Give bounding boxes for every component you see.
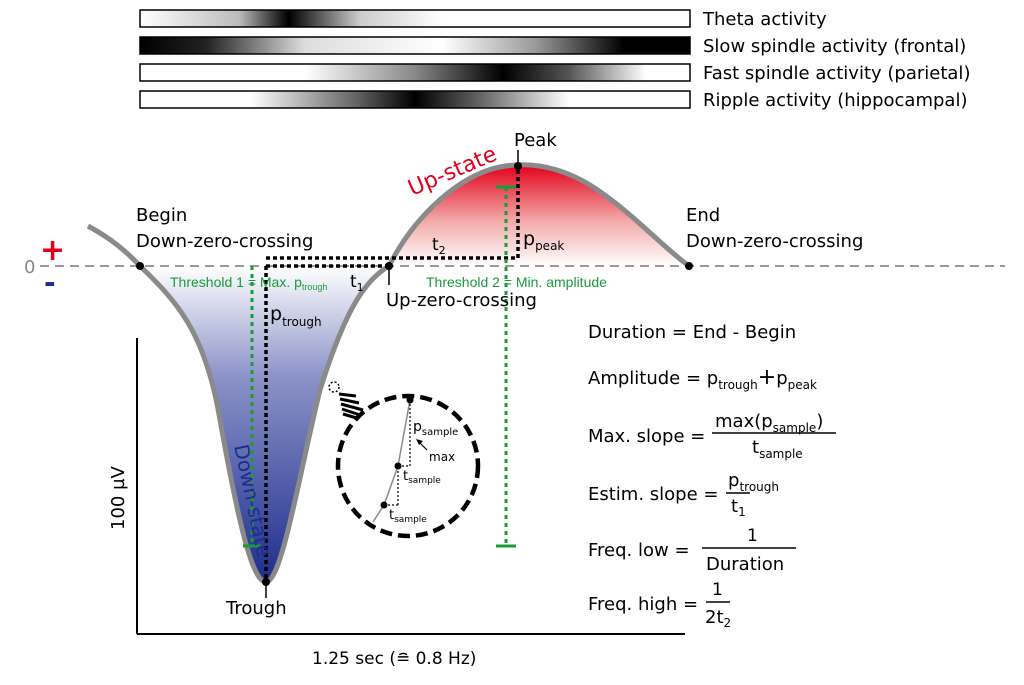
estim-slope-lhs: Estim. slope = xyxy=(588,484,718,505)
trough-label: Trough xyxy=(225,598,287,619)
t1-label: t1 xyxy=(350,272,364,294)
estim-slope-numerator: ptrough xyxy=(728,470,779,494)
estim-slope-denominator: t1 xyxy=(731,496,746,519)
y-scale-label: 100 µV xyxy=(108,465,129,530)
freq-high-lhs: Freq. high = xyxy=(588,594,698,615)
end-sub-label: Down-zero-crossing xyxy=(686,231,863,252)
max-slope-denominator: tsample xyxy=(752,437,803,461)
p-peak-label: ppeak xyxy=(523,228,564,253)
ripple-band xyxy=(139,90,691,109)
max-arrowhead xyxy=(416,439,423,445)
threshold-2-label: Threshold 2 = Min. amplitude xyxy=(426,274,607,290)
max-label: max xyxy=(429,450,455,464)
max-slope-lhs: Max. slope = xyxy=(588,426,705,447)
x-scale-label: 1.25 sec (≘ 0.8 Hz) xyxy=(312,649,476,669)
zero-label: 0 xyxy=(24,257,35,278)
up-zero-label: Up-zero-crossing xyxy=(386,290,537,311)
peak-label: Peak xyxy=(514,130,557,151)
begin-label: Begin xyxy=(136,205,187,226)
end-marker xyxy=(685,262,693,270)
slow-spindle-band xyxy=(139,36,691,55)
activity-bands: Theta activity Slow spindle activity (fr… xyxy=(139,9,970,111)
t-sample-label-a: tsample xyxy=(403,469,441,486)
freq-low-denominator: Duration xyxy=(706,554,784,575)
freq-low-numerator: 1 xyxy=(747,526,758,546)
zoom-curve xyxy=(372,399,411,523)
up-state-fill xyxy=(389,164,689,266)
plus-sign: + xyxy=(40,233,65,268)
theta-band xyxy=(139,9,691,28)
freq-high-numerator: 1 xyxy=(712,580,723,600)
freq-high-denominator: 2t2 xyxy=(705,607,731,630)
slow-oscillation-curve xyxy=(86,162,691,585)
begin-marker xyxy=(136,262,144,270)
freq-low-lhs: Freq. low = xyxy=(588,540,690,561)
fast-spindle-label: Fast spindle activity (parietal) xyxy=(703,63,970,84)
minus-sign: - xyxy=(44,266,56,299)
t-sample-label-b: tsample xyxy=(389,508,427,525)
slope-magnifier: psample max tsample tsample xyxy=(328,381,481,539)
threshold-lines xyxy=(243,185,516,548)
fast-spindle-band xyxy=(139,63,691,82)
p-sample-label: psample xyxy=(413,419,458,438)
construction-lines xyxy=(264,165,520,582)
slow-spindle-label: Slow spindle activity (frontal) xyxy=(703,36,966,57)
amplitude-formula: Amplitude = ptrough+ppeak xyxy=(588,365,817,392)
zoom-source-circle xyxy=(328,381,340,393)
formulas: Duration = End - Begin Amplitude = ptrou… xyxy=(588,322,836,630)
ripple-label: Ripple activity (hippocampal) xyxy=(703,90,967,111)
t2-label: t2 xyxy=(432,235,446,257)
sample-construction xyxy=(384,400,411,506)
p-trough-label: ptrough xyxy=(270,303,322,329)
duration-formula: Duration = End - Begin xyxy=(588,322,796,343)
end-label: End xyxy=(686,205,720,226)
begin-sub-label: Down-zero-crossing xyxy=(136,231,313,252)
theta-label: Theta activity xyxy=(702,9,827,30)
threshold-1-label: Threshold 1 = Max. ptrough xyxy=(170,274,327,292)
max-slope-numerator: max(psample) xyxy=(715,411,823,435)
